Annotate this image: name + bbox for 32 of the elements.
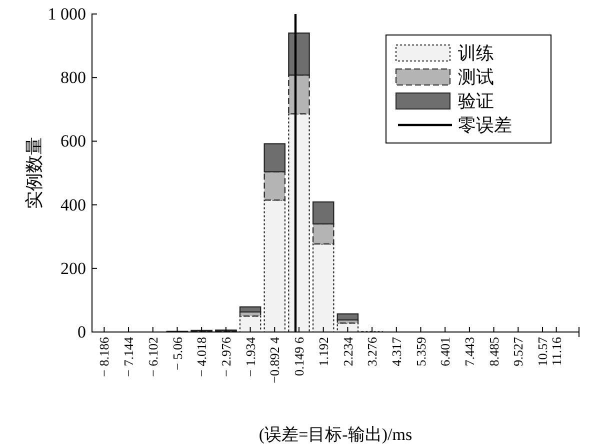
legend-label: 训练 bbox=[458, 43, 494, 63]
x-tick-label: −0.892 4 bbox=[267, 336, 282, 384]
legend-label: 验证 bbox=[458, 91, 494, 111]
x-tick-label: 4.317 bbox=[388, 336, 404, 366]
x-tick-label: 7.443 bbox=[462, 337, 477, 366]
y-tick-label: 800 bbox=[60, 68, 86, 88]
x-tick-label: 8.485 bbox=[486, 337, 502, 366]
x-tick-label: − 8.186 bbox=[96, 336, 112, 377]
x-tick-label: 10.57 bbox=[535, 336, 550, 366]
x-tick-label: − 2.976 bbox=[218, 336, 234, 377]
x-tick-label: − 7.144 bbox=[121, 336, 136, 377]
legend-label: 测试 bbox=[458, 67, 494, 87]
x-tick-label: 1.192 bbox=[316, 337, 331, 366]
x-axis-title: (误差=目标-输出)/ms bbox=[258, 425, 412, 444]
x-tick-label: − 5.06 bbox=[170, 336, 185, 370]
y-tick-label: 200 bbox=[60, 258, 86, 278]
y-axis-title: 实例数量 bbox=[24, 137, 44, 209]
x-tick-label: 2.234 bbox=[340, 336, 356, 366]
x-tick-label: 11.16 bbox=[548, 336, 564, 366]
y-tick-label: 400 bbox=[60, 195, 86, 214]
x-tick-label: − 1.934 bbox=[242, 336, 258, 377]
x-tick-label: − 4.018 bbox=[194, 337, 210, 377]
legend-label: 零误差 bbox=[458, 115, 512, 135]
x-tick-label: − 6.102 bbox=[145, 337, 160, 377]
x-tick-label: 6.401 bbox=[438, 337, 453, 366]
y-tick-label: 0 bbox=[78, 322, 86, 342]
x-tick-label: 5.359 bbox=[413, 337, 428, 366]
y-tick-label: 1 000 bbox=[48, 4, 86, 24]
x-tick-label: 0.149 6 bbox=[292, 336, 307, 376]
x-tick-label: 9.527 bbox=[510, 336, 526, 366]
x-tick-label: 3.276 bbox=[364, 336, 380, 366]
y-tick-label: 600 bbox=[60, 132, 86, 151]
